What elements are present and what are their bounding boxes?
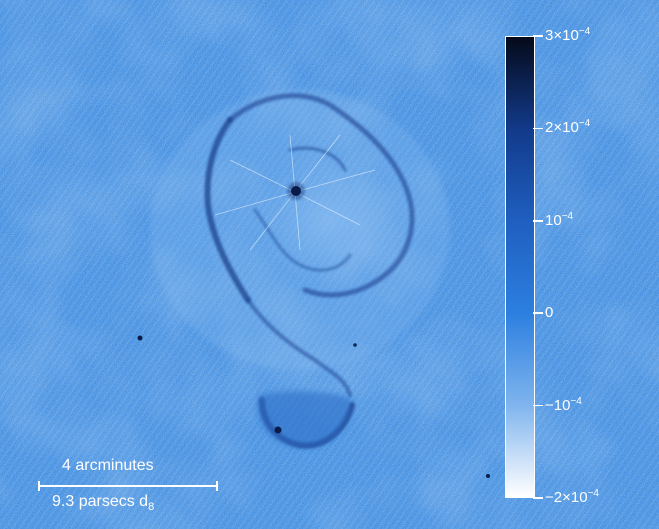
colorbar-tick-label: 0 [545, 304, 554, 322]
colorbar-tick [533, 497, 543, 499]
nebula-tail [257, 391, 352, 448]
colorbar-tick-label: −10−4 [545, 395, 582, 414]
point-source [353, 343, 357, 347]
scale-bar [38, 481, 218, 491]
colorbar-gradient [506, 37, 534, 497]
colorbar-tick [533, 312, 543, 314]
colorbar-tick [533, 35, 543, 37]
point-source [274, 426, 282, 434]
physical-scale-label: 9.3 parsecs d8 [52, 493, 155, 514]
colorbar [505, 36, 535, 498]
colorbar-tick [533, 404, 543, 407]
colorbar-tick-label: 3×10−4 [545, 26, 591, 45]
point-source [486, 474, 490, 478]
colorbar-tick-label: 10−4 [545, 210, 574, 229]
point-source [137, 335, 143, 341]
central-source [214, 134, 376, 251]
colorbar-tick [533, 127, 543, 130]
angular-scale-label: 4 arcminutes [62, 457, 154, 474]
colorbar-tick-label: 2×10−4 [545, 118, 591, 137]
colorbar-tick [533, 220, 543, 222]
colorbar-tick-label: −2×10−4 [545, 488, 599, 507]
